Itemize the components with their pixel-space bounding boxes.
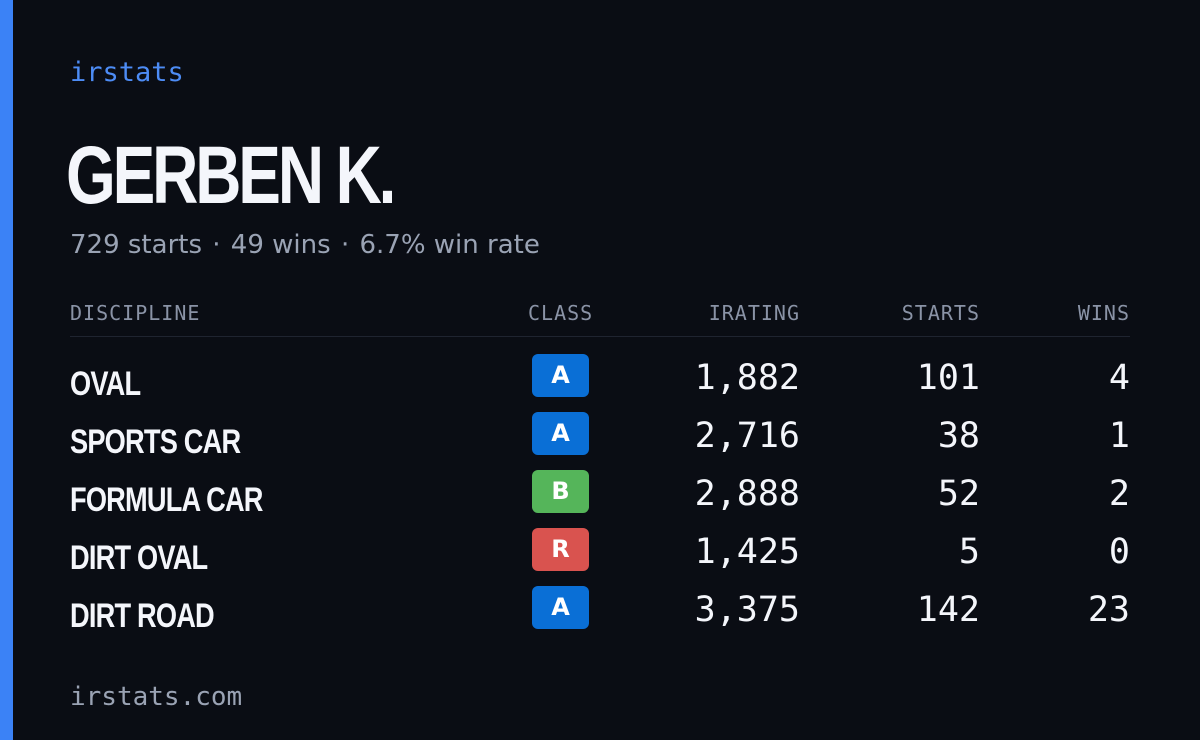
win-rate-summary: 6.7% win rate bbox=[359, 230, 540, 260]
class-badge: A bbox=[532, 586, 589, 629]
summary-separator: · bbox=[212, 230, 221, 260]
table-row: DIRT OVAL R 1,425 5 0 bbox=[0, 528, 1200, 586]
wins-value: 2 bbox=[1108, 474, 1130, 514]
brand-logo-text: irstats bbox=[70, 57, 184, 88]
table-row: DIRT ROAD A 3,375 142 23 bbox=[0, 586, 1200, 644]
summary-separator: · bbox=[340, 230, 350, 260]
starts-value: 52 bbox=[937, 474, 980, 514]
table-row: SPORTS CAR A 2,716 38 1 bbox=[0, 412, 1200, 470]
discipline-label: FORMULA CAR bbox=[70, 481, 263, 519]
irating-value: 3,375 bbox=[694, 590, 800, 630]
class-badge: B bbox=[532, 470, 589, 513]
driver-name: GERBEN K. bbox=[66, 130, 396, 221]
wins-value: 0 bbox=[1108, 532, 1130, 572]
class-badge: A bbox=[532, 354, 589, 397]
discipline-label: DIRT OVAL bbox=[70, 539, 208, 577]
starts-value: 101 bbox=[916, 358, 980, 398]
header-class: CLASS bbox=[528, 301, 594, 325]
discipline-label: OVAL bbox=[70, 365, 141, 403]
table-row: OVAL A 1,882 101 4 bbox=[0, 354, 1200, 412]
class-badge: A bbox=[532, 412, 589, 455]
footer-url[interactable]: irstats.com bbox=[70, 682, 243, 712]
table-row: FORMULA CAR B 2,888 52 2 bbox=[0, 470, 1200, 528]
header-irating: IRATING bbox=[708, 301, 800, 325]
starts-value: 142 bbox=[916, 590, 980, 630]
wins-value: 23 bbox=[1087, 590, 1130, 630]
irating-value: 2,716 bbox=[694, 416, 800, 456]
irating-value: 1,882 bbox=[694, 358, 800, 398]
accent-bar bbox=[0, 0, 13, 740]
driver-summary: 729 starts · 49 wins · 6.7% win rate bbox=[70, 228, 540, 262]
wins-summary: 49 wins bbox=[230, 230, 331, 260]
wins-value: 1 bbox=[1108, 416, 1130, 456]
discipline-label: DIRT ROAD bbox=[70, 597, 215, 635]
discipline-label: SPORTS CAR bbox=[70, 423, 241, 461]
header-divider bbox=[70, 336, 1130, 337]
header-discipline: DISCIPLINE bbox=[70, 301, 201, 325]
header-wins: WINS bbox=[1077, 301, 1130, 325]
irating-value: 2,888 bbox=[694, 474, 800, 514]
wins-value: 4 bbox=[1108, 358, 1130, 398]
starts-summary: 729 starts bbox=[70, 230, 202, 260]
irating-value: 1,425 bbox=[694, 532, 800, 572]
class-badge: R bbox=[532, 528, 589, 571]
starts-value: 38 bbox=[937, 416, 980, 456]
starts-value: 5 bbox=[958, 532, 980, 572]
header-starts: STARTS bbox=[901, 301, 980, 325]
